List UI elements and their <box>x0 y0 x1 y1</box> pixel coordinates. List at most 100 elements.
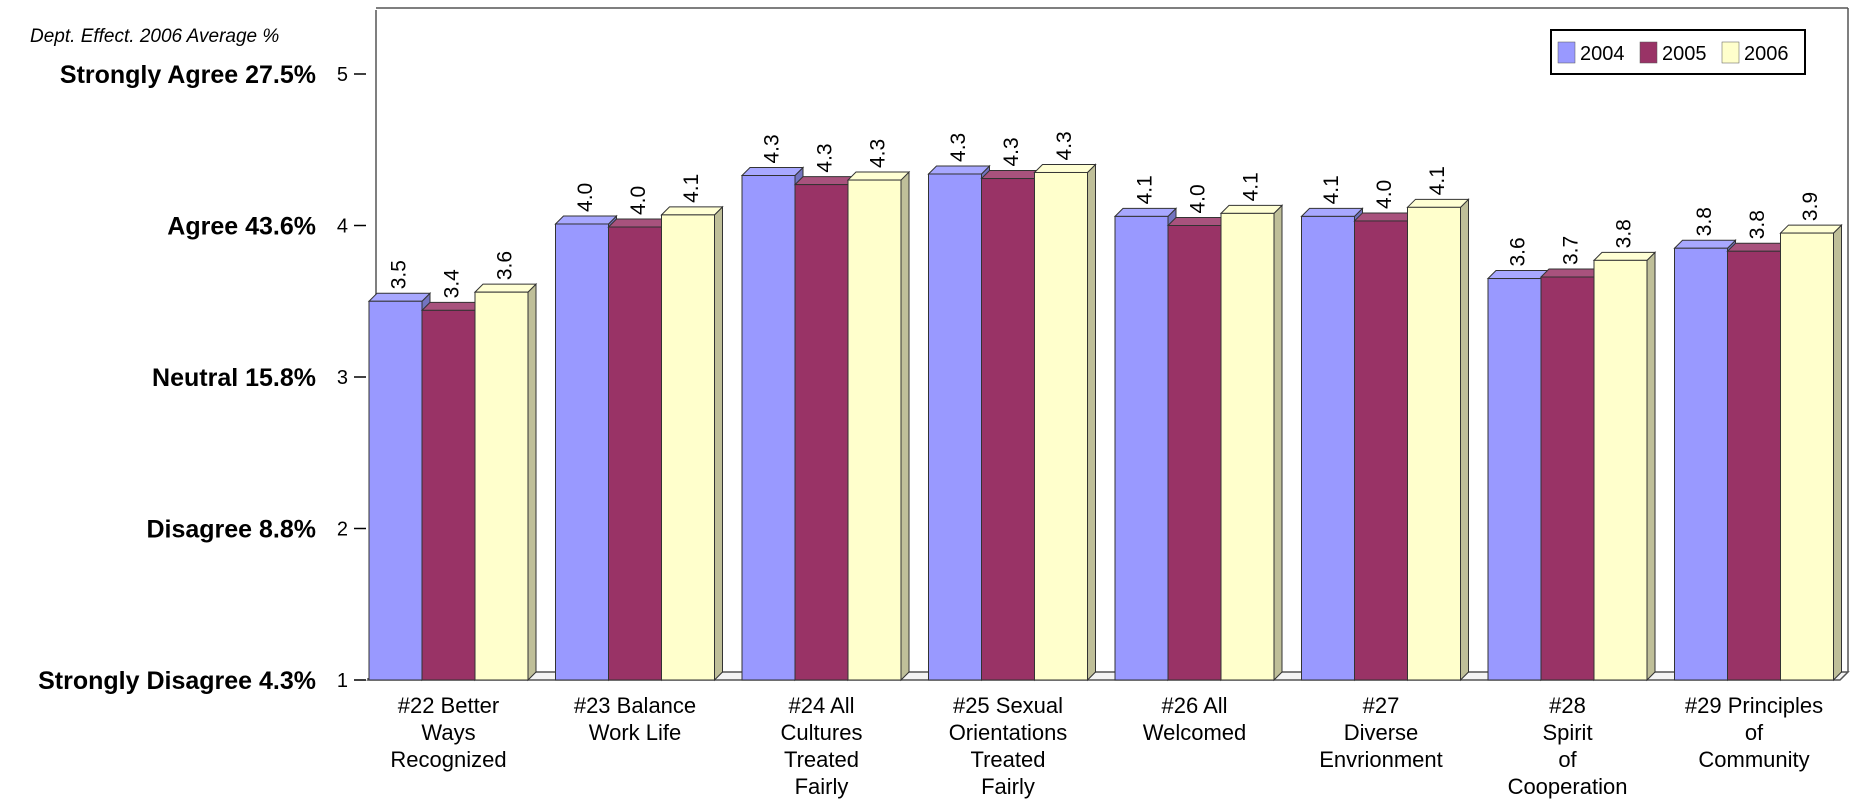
bar-value-label: 4.1 <box>1240 172 1263 201</box>
bar-front <box>661 214 715 681</box>
bar-front <box>928 173 982 681</box>
bar-front <box>1540 276 1595 681</box>
bar-top <box>927 165 991 175</box>
y-tick-label: 4 <box>337 216 348 238</box>
bar-front <box>1780 232 1834 681</box>
bar-front <box>1674 247 1728 681</box>
bar-side <box>1646 251 1656 682</box>
category-label: #28 Spirit of Cooperation <box>1508 693 1628 799</box>
bar-value-label: 3.9 <box>1799 192 1822 221</box>
bar-2006-8: 3.9 <box>1779 192 1843 682</box>
bar-value-label: 3.6 <box>494 251 517 280</box>
y-tick-label: 2 <box>337 519 348 541</box>
bar-front <box>741 175 796 681</box>
bar-side <box>900 170 910 682</box>
category-label: #25 Sexual Orientations Treated Fairly <box>949 693 1068 799</box>
scale-label: Strongly Agree 27.5% <box>60 61 316 89</box>
bar-front <box>1727 250 1781 681</box>
bar-2005-5: 4.0 <box>1166 184 1231 682</box>
category-label: #29 Principles of Community <box>1685 693 1823 772</box>
bar-top <box>1300 207 1364 217</box>
y-tick-label: 5 <box>337 64 348 86</box>
bar-value-label: 3.8 <box>1613 219 1636 248</box>
bar-2004-1: 3.5 <box>367 260 432 682</box>
category-label: #22 Better Ways Recognized <box>390 693 506 772</box>
bar-2006-6: 4.1 <box>1406 166 1470 682</box>
bar-value-label: 4.0 <box>1373 180 1396 209</box>
bar-2004-3: 4.3 <box>740 134 805 682</box>
category-label: #23 Balance Work Life <box>574 693 696 745</box>
bar-value-label: 4.1 <box>1320 175 1343 204</box>
y-tick-label: 1 <box>337 670 348 692</box>
bar-value-label: 4.3 <box>1000 137 1023 166</box>
bar-value-label: 3.8 <box>1746 210 1769 239</box>
bar-value-label: 4.0 <box>1187 184 1210 213</box>
y-tick-label: 3 <box>337 367 348 389</box>
bar-2006-2: 4.1 <box>660 174 724 682</box>
legend-label-2004: 2004 <box>1580 43 1625 65</box>
bar-top <box>1539 268 1604 278</box>
bar-2005-6: 4.0 <box>1353 180 1417 682</box>
bar-top <box>1486 270 1551 280</box>
bar-front <box>1220 212 1275 681</box>
bar-front <box>608 226 662 681</box>
bar-2006-1: 3.6 <box>473 251 538 682</box>
legend-box <box>1550 29 1806 75</box>
bar-value-label: 4.3 <box>1053 131 1076 160</box>
bar-value-label: 4.0 <box>574 183 597 212</box>
bar-2005-7: 3.7 <box>1539 236 1604 682</box>
category-label: #26 All Welcomed <box>1143 693 1247 745</box>
legend-swatch-2005 <box>1639 41 1658 64</box>
bar-top <box>1353 212 1417 222</box>
bar-front <box>1167 225 1222 681</box>
bar-top <box>846 171 911 181</box>
bar-value-label: 3.5 <box>388 260 411 289</box>
x-axis-labels: #22 Better Ways Recognized #23 Balance Work … <box>390 693 1823 799</box>
bar-top <box>660 206 724 216</box>
bar-side <box>527 282 537 682</box>
bar-front <box>555 223 609 681</box>
bar-value-label: 4.1 <box>1426 166 1449 195</box>
bars-group: 3.5 3.4 3.6 4.0 4.0 4.1 4.3 4.3 4.3 4.3 4.3 4.3 4.1 4… <box>367 131 1843 682</box>
bar-top <box>1592 251 1657 261</box>
bar-value-label: 4.3 <box>867 139 890 168</box>
bar-top <box>1406 198 1470 208</box>
bar-2005-3: 4.3 <box>793 143 858 682</box>
bar-value-label: 3.7 <box>1560 236 1583 265</box>
bar-front <box>1354 220 1408 681</box>
legend: 2004 2005 2006 <box>1550 29 1806 75</box>
bar-top <box>1166 217 1231 226</box>
legend-swatch-2004 <box>1557 41 1576 64</box>
bar-2006-7: 3.8 <box>1592 219 1657 682</box>
bar-top <box>473 283 538 293</box>
bar-top <box>420 301 485 311</box>
bar-2004-7: 3.6 <box>1486 237 1551 682</box>
scale-label: Agree 43.6% <box>167 213 316 241</box>
bar-2004-8: 3.8 <box>1673 207 1737 682</box>
legend-label-2005: 2005 <box>1662 43 1707 65</box>
bar-top <box>607 218 671 228</box>
bar-2005-4: 4.3 <box>980 137 1044 682</box>
bar-value-label: 3.6 <box>1507 237 1530 266</box>
category-label: #27 Diverse Envrionment <box>1319 693 1443 772</box>
bar-top <box>1726 242 1790 252</box>
category-label: #24 All Cultures Treated Fairly <box>781 693 863 799</box>
bar-side <box>714 205 723 682</box>
bar-side <box>1833 223 1842 682</box>
bar-front <box>474 291 529 681</box>
chart-subtitle: Dept. Effect. 2006 Average % <box>30 26 279 47</box>
bar-top <box>1779 224 1843 234</box>
bar-front <box>847 179 902 681</box>
bar-side <box>1460 198 1469 682</box>
bar-value-label: 3.4 <box>441 269 464 299</box>
bar-front <box>1593 259 1648 681</box>
bar-side <box>1087 163 1096 682</box>
y-axis-labels: 1 2 3 4 5 Strongly Agree 27.5% Agree 43.6% Neut… <box>38 61 366 695</box>
bar-top <box>793 176 858 186</box>
bar-2004-5: 4.1 <box>1113 175 1178 682</box>
bar-value-label: 4.3 <box>814 143 837 172</box>
bar-value-label: 4.1 <box>1134 175 1157 204</box>
bar-value-label: 4.0 <box>627 186 650 215</box>
bar-2005-1: 3.4 <box>420 269 485 682</box>
